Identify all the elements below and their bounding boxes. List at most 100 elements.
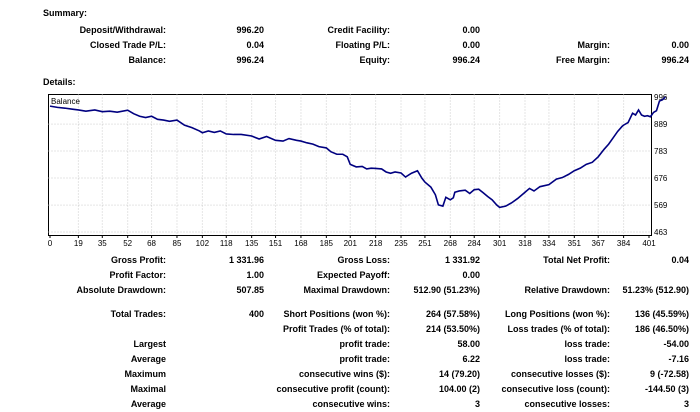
average-label: Average [130, 354, 166, 364]
avg-consecutive-losses-value: 3 [683, 399, 689, 409]
margin-value: 0.00 [671, 40, 689, 50]
x-tick-label: 201 [344, 239, 358, 248]
x-tick-label: 35 [98, 239, 107, 248]
profit-trades-value: 214 (53.50%) [425, 324, 480, 334]
average-loss-trade-value: -7.16 [668, 354, 689, 364]
expected-payoff-value: 0.00 [462, 270, 480, 280]
maximal-consecutive-profit-label: consecutive profit (count): [276, 384, 390, 394]
closed-trade-pl-value: 0.04 [246, 40, 264, 50]
x-tick-label: 301 [493, 239, 507, 248]
summary-title: Summary: [43, 8, 88, 18]
balance-label: Balance: [128, 55, 166, 65]
credit-facility-value: 0.00 [462, 25, 480, 35]
y-tick-label: 783 [654, 147, 668, 156]
total-net-profit-value: 0.04 [671, 255, 689, 265]
relative-drawdown-value: 51.23% (512.90) [622, 285, 689, 295]
total-trades-label: Total Trades: [110, 309, 166, 319]
absolute-drawdown-label: Absolute Drawdown: [76, 285, 167, 295]
maximal-label: Maximal [130, 384, 166, 394]
y-tick-label: 463 [654, 228, 668, 237]
gross-profit-label: Gross Profit: [110, 255, 166, 265]
maximal-consecutive-loss-label: consecutive loss (count): [501, 384, 610, 394]
y-tick-label: 889 [654, 120, 668, 129]
x-tick-label: 185 [320, 239, 334, 248]
floating-pl-label: Floating P/L: [335, 40, 391, 50]
balance-chart: 996 889 783 676 569 463 0 19 35 52 68 85 102 118 135 15… [48, 93, 668, 248]
avg-consecutive-wins-label: consecutive wins: [312, 399, 390, 409]
x-tick-label: 102 [196, 239, 210, 248]
x-tick-label: 251 [418, 239, 432, 248]
x-tick-label: 135 [245, 239, 259, 248]
gross-profit-value: 1 331.96 [228, 255, 264, 265]
x-tick-label: 318 [518, 239, 532, 248]
balance-line [49, 96, 666, 209]
relative-drawdown-label: Relative Drawdown: [524, 285, 610, 295]
x-tick-label: 52 [123, 239, 132, 248]
y-tick-label: 569 [654, 201, 668, 210]
deposit-withdrawal-label: Deposit/Withdrawal: [79, 25, 166, 35]
equity-value: 996.24 [452, 55, 480, 65]
x-tick-label: 168 [294, 239, 308, 248]
profit-factor-label: Profit Factor: [109, 270, 166, 280]
long-positions-value: 136 (45.59%) [634, 309, 689, 319]
average-profit-trade-label: profit trade: [339, 354, 391, 364]
largest-loss-trade-label: loss trade: [564, 339, 610, 349]
y-tick-label: 676 [654, 174, 668, 183]
avg-consecutive-losses-label: consecutive losses: [524, 399, 610, 409]
free-margin-label: Free Margin: [555, 55, 610, 65]
free-margin-value: 996.24 [661, 55, 689, 65]
largest-label: Largest [133, 339, 166, 349]
x-tick-label: 235 [394, 239, 408, 248]
profit-trades-label: Profit Trades (% of total): [282, 324, 390, 334]
x-tick-label: 118 [220, 239, 233, 248]
largest-loss-trade-value: -54.00 [663, 339, 689, 349]
gross-loss-label: Gross Loss: [337, 255, 390, 265]
balance-value: 996.24 [236, 55, 264, 65]
x-tick-label: 351 [568, 239, 582, 248]
long-positions-label: Long Positions (won %): [505, 309, 610, 319]
maximal-consecutive-loss-value: -144.50 (3) [644, 384, 689, 394]
average-profit-trade-value: 6.22 [462, 354, 480, 364]
x-tick-label: 0 [48, 239, 53, 248]
x-tick-label: 218 [369, 239, 383, 248]
closed-trade-pl-label: Closed Trade P/L: [89, 40, 166, 50]
maximal-drawdown-label: Maximal Drawdown: [303, 285, 390, 295]
x-tick-label: 268 [444, 239, 458, 248]
short-positions-label: Short Positions (won %): [283, 309, 391, 319]
total-trades-value: 400 [248, 309, 264, 319]
max-consecutive-wins-label: consecutive wins ($): [298, 369, 390, 379]
total-net-profit-label: Total Net Profit: [543, 255, 610, 265]
x-tick-label: 284 [468, 239, 482, 248]
largest-profit-trade-label: profit trade: [339, 339, 391, 349]
x-tick-label: 151 [269, 239, 283, 248]
x-tick-label: 19 [74, 239, 83, 248]
balance-chart-svg: 996 889 783 676 569 463 0 19 35 52 68 85 102 118 135 15… [48, 93, 668, 248]
largest-profit-trade-value: 58.00 [457, 339, 480, 349]
x-tick-label: 85 [173, 239, 182, 248]
absolute-drawdown-value: 507.85 [236, 285, 264, 295]
x-tick-label: 68 [147, 239, 156, 248]
loss-trades-label: Loss trades (% of total): [507, 324, 610, 334]
x-tick-label: 367 [592, 239, 606, 248]
max-consecutive-losses-label: consecutive losses ($): [510, 369, 610, 379]
avg-consecutive-wins-value: 3 [474, 399, 480, 409]
maximum-label: Maximum [124, 369, 166, 379]
y-tick-label: 996 [654, 93, 668, 102]
loss-trades-value: 186 (46.50%) [634, 324, 689, 334]
profit-factor-value: 1.00 [246, 270, 264, 280]
maximal-consecutive-profit-value: 104.00 (2) [438, 384, 480, 394]
deposit-withdrawal-value: 996.20 [236, 25, 264, 35]
short-positions-value: 264 (57.58%) [425, 309, 480, 319]
x-tick-label: 334 [542, 239, 556, 248]
max-consecutive-wins-value: 14 (79.20) [438, 369, 480, 379]
expected-payoff-label: Expected Payoff: [316, 270, 390, 280]
maximal-drawdown-value: 512.90 (51.23%) [413, 285, 480, 295]
legend-label: Balance [51, 97, 80, 106]
floating-pl-value: 0.00 [462, 40, 480, 50]
average-consecutive-label: Average [130, 399, 166, 409]
gross-loss-value: 1 331.92 [444, 255, 480, 265]
x-tick-label: 401 [642, 239, 656, 248]
average-loss-trade-label: loss trade: [564, 354, 610, 364]
margin-label: Margin: [577, 40, 611, 50]
x-tick-label: 384 [617, 239, 631, 248]
